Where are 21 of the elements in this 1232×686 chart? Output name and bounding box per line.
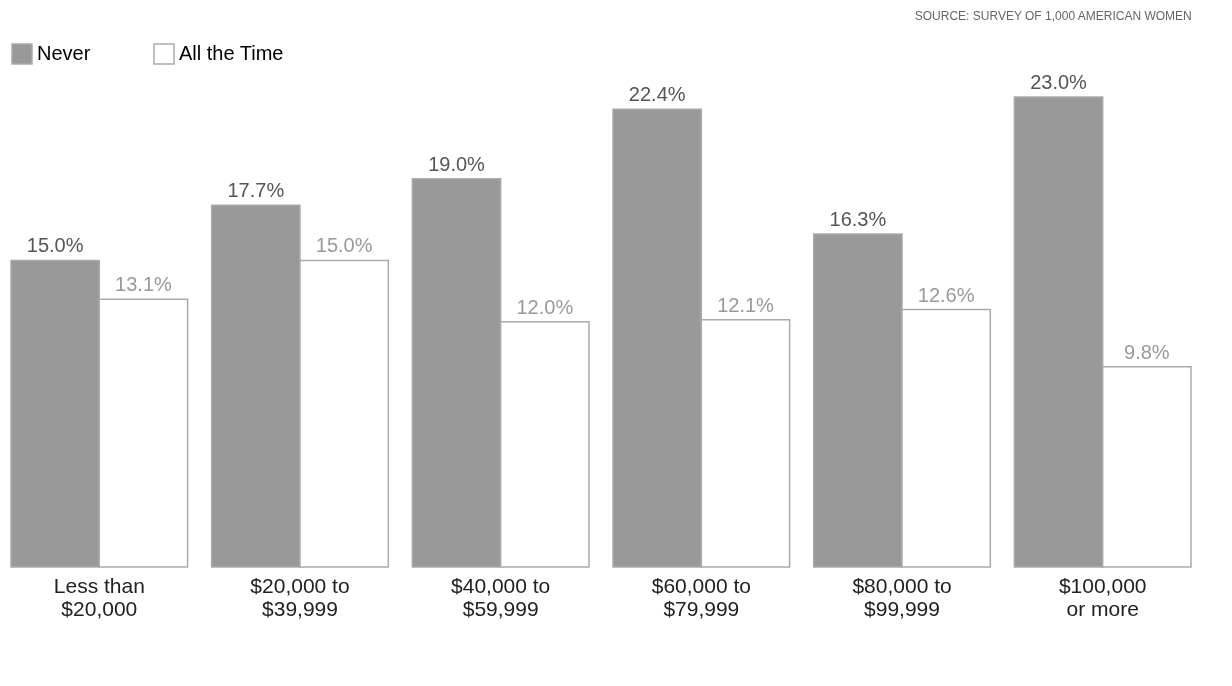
legend-label: All the Time xyxy=(179,42,284,64)
x-tick-label: $100,000 or more xyxy=(1058,573,1147,620)
data-label: 19.0% xyxy=(428,152,486,175)
data-label: 16.3% xyxy=(829,207,887,230)
x-tick-label: Less than $20,000 xyxy=(53,573,145,620)
x-tick-label: $80,000 to $99,999 xyxy=(852,573,952,620)
data-label: 15.0% xyxy=(26,234,84,257)
x-tick-label: $40,000 to $59,999 xyxy=(451,573,551,620)
legend-label: Never xyxy=(37,42,91,64)
x-tick-label: $20,000 to $39,999 xyxy=(250,573,350,620)
data-label: 22.4% xyxy=(628,83,686,106)
source-note: SOURCE: SURVEY OF 1,000 AMERICAN WOMEN xyxy=(914,9,1192,23)
data-label: 23.0% xyxy=(1030,71,1088,93)
data-label: 9.8% xyxy=(1124,340,1170,363)
data-label: 17.7% xyxy=(227,179,285,202)
data-label: 12.0% xyxy=(516,295,574,318)
data-label: 15.0% xyxy=(315,234,373,257)
x-tick-label: $60,000 to $79,999 xyxy=(651,573,751,620)
data-label: 13.1% xyxy=(115,273,173,296)
data-label: 12.1% xyxy=(717,293,775,316)
data-label: 12.6% xyxy=(917,283,975,306)
